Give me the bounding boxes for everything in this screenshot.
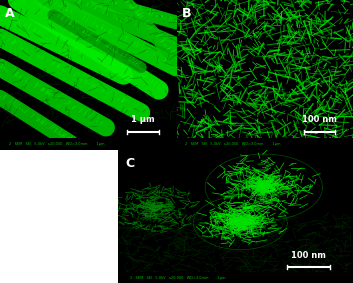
Text: A: A — [5, 8, 15, 20]
Text: 2   SEM   SEI   5.0kV   x20,000   WD=3.0mm        1μm: 2 SEM SEI 5.0kV x20,000 WD=3.0mm 1μm — [185, 142, 281, 146]
Bar — [176, 138, 353, 150]
Text: 2   SEM   SEI   5.0kV   x20,000   WD=3.0mm        1μm: 2 SEM SEI 5.0kV x20,000 WD=3.0mm 1μm — [9, 142, 104, 146]
Text: 1 μm: 1 μm — [131, 115, 155, 125]
Text: 2   SEM   SEI   5.0kV   x20,000   WD=3.0mm        1μm: 2 SEM SEI 5.0kV x20,000 WD=3.0mm 1μm — [130, 276, 226, 280]
Text: C: C — [125, 157, 134, 170]
Text: 100 nm: 100 nm — [302, 115, 337, 125]
Bar — [0, 138, 176, 150]
Text: B: B — [182, 8, 191, 20]
Text: 100 nm: 100 nm — [291, 251, 326, 260]
Bar — [118, 272, 353, 283]
